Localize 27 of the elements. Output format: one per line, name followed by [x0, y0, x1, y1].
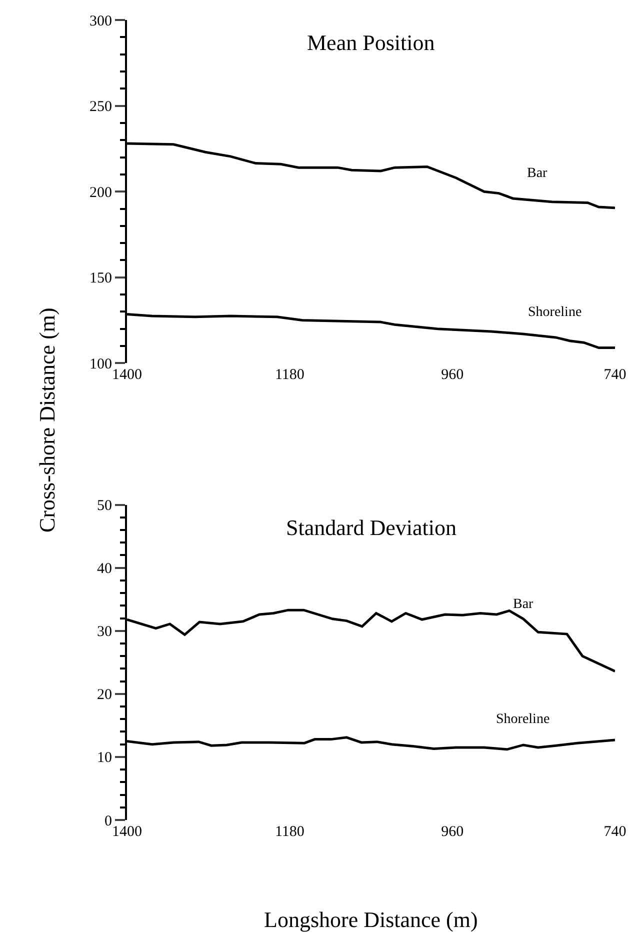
- x-axis-title: Longshore Distance (m): [264, 907, 478, 932]
- y-tick-label: 10: [97, 750, 112, 766]
- series-label: Bar: [513, 597, 534, 612]
- text: Standard Deviation: [286, 515, 456, 540]
- x-tick-label: 1180: [274, 367, 304, 384]
- x-tick-label: 740: [604, 824, 626, 840]
- y-tick-label: 0: [104, 813, 112, 830]
- y-tick-label: 150: [90, 270, 112, 287]
- y-tick-label: 50: [97, 498, 112, 514]
- x-tick-label: 960: [441, 824, 464, 840]
- y-tick-label: 300: [90, 13, 112, 30]
- series-label: Shoreline: [528, 305, 582, 320]
- y-tick-label: 100: [90, 356, 112, 372]
- y-tick-label: 20: [97, 687, 112, 704]
- y-tick-label: 200: [90, 184, 112, 201]
- series-label: Shoreline: [496, 712, 550, 727]
- x-tick-label: 1400: [112, 367, 142, 384]
- series-label: Bar: [527, 166, 548, 181]
- y-tick-label: 30: [97, 624, 112, 640]
- x-tick-label: 1400: [112, 824, 142, 840]
- text: Mean Position: [307, 30, 435, 55]
- x-tick-label: 740: [604, 367, 626, 384]
- y-tick-label: 40: [97, 561, 112, 578]
- x-tick-label: 1180: [274, 824, 304, 840]
- y-axis-title: Cross-shore Distance (m): [34, 308, 60, 532]
- x-tick-label: 960: [441, 367, 464, 384]
- y-tick-label: 250: [90, 99, 112, 116]
